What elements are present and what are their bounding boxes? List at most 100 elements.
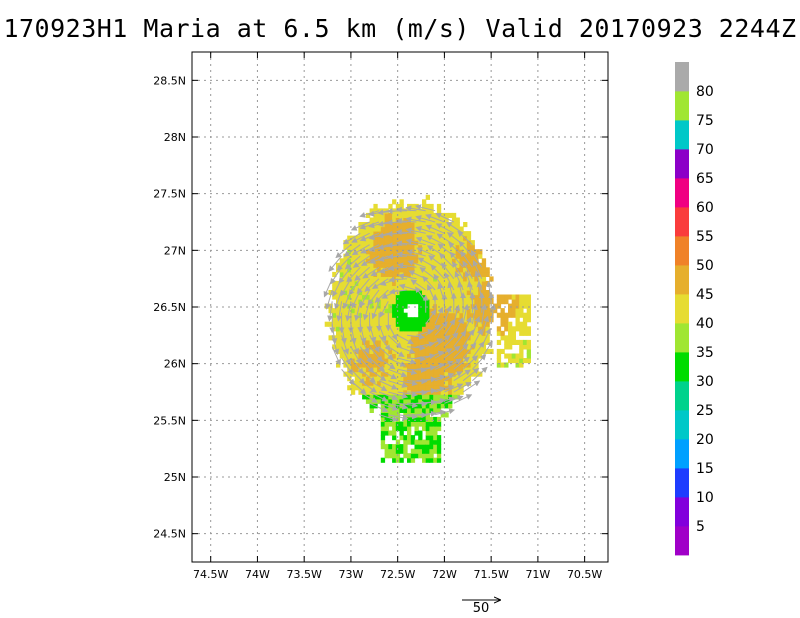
- field-cell: [377, 385, 382, 391]
- field-cell: [422, 235, 427, 241]
- field-cell: [422, 249, 427, 255]
- field-cell: [403, 426, 408, 432]
- field-cell: [418, 317, 423, 323]
- field-cell: [440, 326, 445, 332]
- field-cell: [407, 407, 412, 413]
- field-cell: [410, 321, 416, 327]
- wind-vector: [388, 368, 408, 378]
- field-cell: [392, 367, 397, 373]
- field-cell: [508, 339, 513, 345]
- field-cell: [481, 276, 487, 282]
- field-cell: [380, 457, 386, 463]
- field-cell: [395, 294, 401, 300]
- field-cell: [436, 317, 442, 323]
- field-cell: [429, 294, 434, 300]
- colorbar-label: 25: [696, 403, 714, 419]
- field-cell: [522, 294, 528, 300]
- field-cell: [418, 330, 423, 336]
- wind-vector: [354, 301, 361, 322]
- field-cell: [436, 249, 442, 255]
- wind-vector: [422, 275, 436, 291]
- field-cell: [410, 335, 416, 341]
- wind-vector: [453, 382, 472, 393]
- field-cell: [466, 253, 472, 259]
- field-cell: [369, 380, 374, 386]
- field-cell: [384, 348, 389, 354]
- field-cell: [399, 280, 404, 286]
- field-cell: [392, 448, 397, 454]
- wind-vector: [378, 402, 399, 411]
- field-cell: [459, 271, 464, 277]
- wind-vector: [462, 329, 475, 347]
- field-cell: [485, 312, 490, 318]
- field-cell: [463, 231, 468, 237]
- field-cell: [392, 267, 397, 273]
- field-cell: [373, 317, 378, 323]
- wind-vector: [369, 391, 388, 402]
- field-cell: [433, 439, 438, 445]
- field-cell: [399, 299, 404, 305]
- field-cell: [336, 285, 341, 291]
- wind-vector: [481, 327, 491, 347]
- wind-vector: [378, 368, 398, 380]
- field-cell: [504, 326, 509, 332]
- x-tick-label: 71.5W: [473, 568, 508, 581]
- field-cell: [388, 212, 393, 218]
- field-cell: [347, 294, 352, 300]
- field-cell: [414, 376, 419, 382]
- field-cell: [500, 348, 505, 354]
- wind-vector: [346, 266, 361, 283]
- colorbar-segment: [675, 468, 689, 498]
- field-cell: [466, 312, 472, 318]
- wind-vector: [481, 340, 493, 359]
- field-cell: [336, 339, 341, 345]
- field-cell: [373, 362, 378, 368]
- field-cell: [444, 294, 449, 300]
- field-cell: [425, 416, 430, 422]
- x-tick-label: 74.5W: [193, 568, 228, 581]
- field-cell: [414, 335, 419, 341]
- field-cell: [422, 394, 427, 400]
- field-cell: [339, 258, 344, 264]
- field-cell: [481, 335, 487, 341]
- field-cell: [448, 358, 453, 364]
- field-cell: [511, 335, 516, 341]
- field-cell: [377, 330, 382, 336]
- field-cell: [377, 285, 382, 291]
- field-cell: [418, 394, 423, 400]
- wind-vector: [350, 380, 367, 395]
- field-cell: [429, 421, 434, 427]
- field-cell: [522, 339, 528, 345]
- field-cell: [373, 244, 378, 250]
- field-cell: [414, 317, 419, 323]
- field-cell: [347, 385, 352, 391]
- field-cell: [384, 321, 389, 327]
- field-cell: [407, 222, 412, 228]
- field-cell: [448, 235, 453, 241]
- field-cell: [448, 389, 453, 395]
- field-cell: [395, 444, 401, 450]
- field-cell: [350, 367, 356, 373]
- field-cell: [466, 294, 472, 300]
- field-cell: [500, 299, 505, 305]
- field-cell: [466, 258, 472, 264]
- field-cell: [425, 317, 430, 323]
- field-cell: [422, 385, 427, 391]
- field-cell: [377, 362, 382, 368]
- wind-vector: [367, 289, 380, 306]
- field-cell: [358, 335, 363, 341]
- field-cell: [410, 448, 416, 454]
- field-cell: [414, 444, 419, 450]
- field-cell: [347, 335, 352, 341]
- field-cell: [485, 348, 490, 354]
- field-cell: [470, 276, 475, 282]
- wind-vector: [425, 338, 444, 348]
- field-cell: [358, 267, 363, 273]
- wind-vector: [466, 281, 473, 302]
- field-cell: [448, 290, 453, 296]
- field-cell: [504, 362, 509, 368]
- field-cell: [384, 367, 389, 373]
- field-cell: [403, 303, 408, 309]
- field-cell: [429, 348, 434, 354]
- field-cell: [425, 367, 430, 373]
